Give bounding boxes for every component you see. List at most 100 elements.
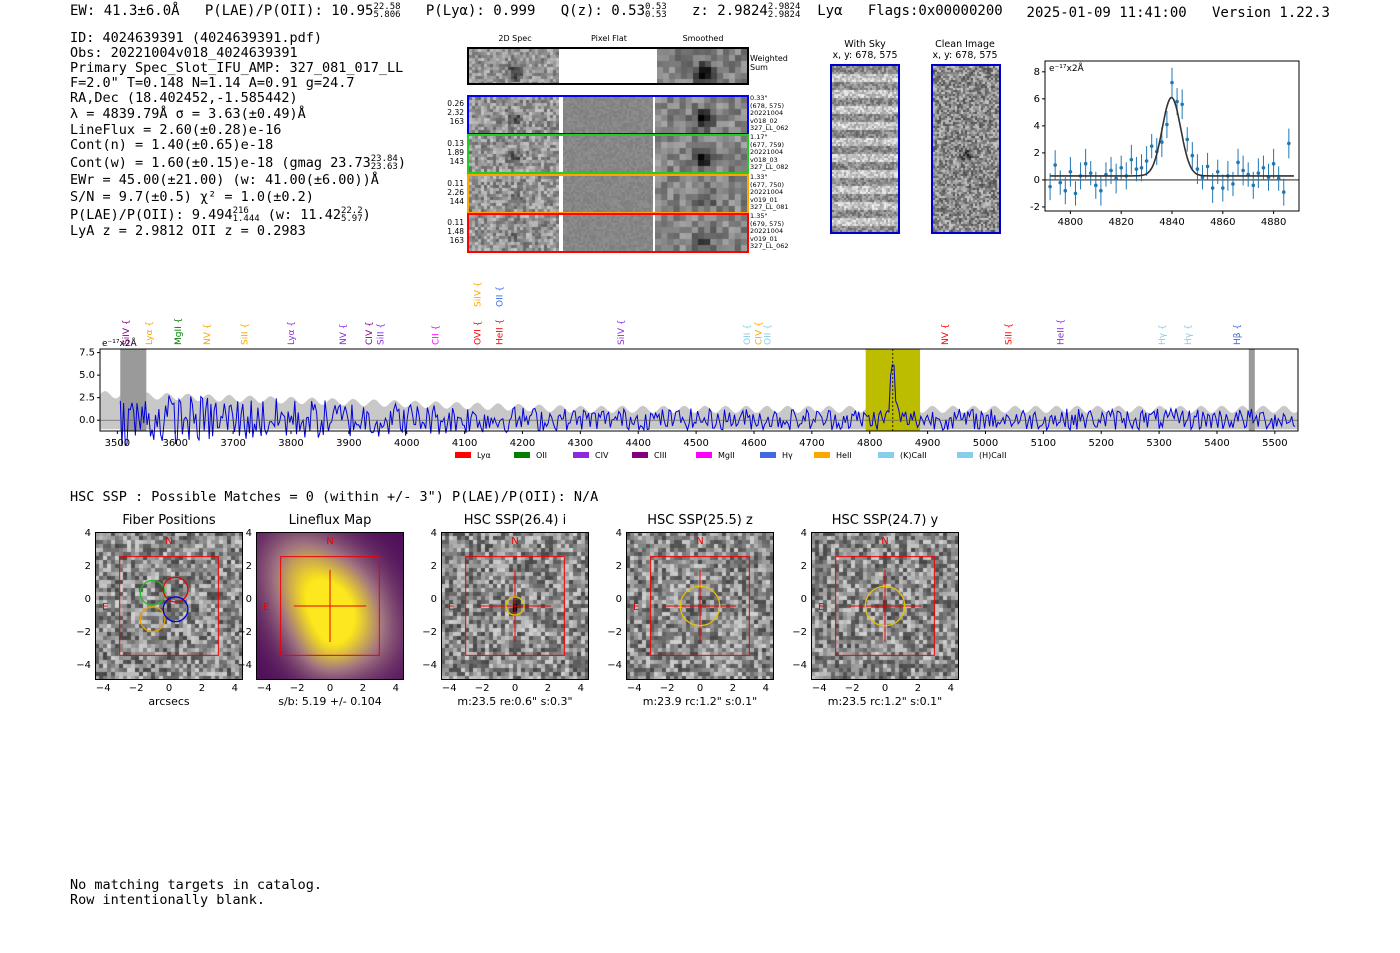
spectrum-xtick-label: 4300 [568,438,593,449]
compass-n: N [696,536,703,547]
hsc-panel-title: HSC SSP(25.5) z [647,513,753,528]
hsc-ytick-label: −2 [792,626,807,638]
zoom-point [1287,141,1291,146]
spectrum-line-label-text: Hγ { [1184,324,1194,345]
hsc-xtick-label: 4 [577,683,584,694]
zoom-point [1114,176,1118,181]
z-value: z: 2.9824 [692,3,768,19]
legend-label: MgII [718,451,735,460]
info-primary-slot: Primary Spec_Slot_IFU_AMP: 327_081_017_L… [70,60,404,76]
zoom-point [1271,161,1276,166]
spectrum-line-label: Hγ { [1184,324,1194,345]
spectrum-line-label-text: SiIV { [122,319,132,345]
row2-2dspec [469,136,559,172]
spectrum-xtick-label: 5400 [1204,438,1229,449]
hsc-aperture-box [835,556,935,656]
hsc-xtick-label: 0 [326,683,334,694]
hsc-aperture-box [650,556,750,656]
spectrum-line-label: OII { [763,324,773,345]
qz-lo: 0.53 [645,10,667,20]
zoom-ytick-label: 0 [1034,175,1040,186]
hsc-xtick-label: 2 [914,683,922,694]
spectrum-line-label: OVI { [473,321,483,345]
hsc-ytick-label: −2 [76,626,91,638]
spectrum-error-envelope [100,391,1298,430]
spectrum-line-label-text: OII { [763,324,773,345]
hsc-ytick-label: 4 [615,528,622,539]
hsc-ytick-label: 4 [430,528,437,539]
info-redshifts: LyA z = 2.9812 OII z = 0.2983 [70,223,306,239]
info-cont-n: Cont(n) = 1.40(±0.65)e-18 [70,137,274,153]
spectrum-line-label-text: HeII { [495,319,505,345]
spectrum-line-label-text: SiIV { [617,319,627,345]
spectrum-line-label: NV { [203,324,213,345]
spectrum-line-label: Lyα { [287,321,297,345]
spectrum-line-label-text: HeII { [1057,319,1067,345]
zoom-point [1170,80,1174,85]
hsc-aperture-box [119,556,219,656]
row3-left-label: 0.11 2.26 144 [447,179,464,206]
spectrum-line-label-text: MgII { [174,318,184,345]
spectrum-ytick-label: 5.0 [79,370,95,381]
info-cont-w: Cont(w) = 1.60(±0.15)e-18 (gmag 23.7323.… [70,154,406,172]
spectrum-xtick-label: 4600 [741,438,766,449]
hsc-ytick-label: 0 [84,593,91,605]
plae2-whi: 22.2 [340,206,363,216]
timestamp-version: 2025-01-09 11:41:00 Version 1.22.3 [1027,5,1330,21]
zoom-ytick-label: 4 [1034,121,1040,132]
spectrum-line-label: HeII { [1057,319,1067,345]
plae2-close: ) [362,207,371,223]
hsc-panel-frame [811,532,959,680]
row2-smoothed [655,136,747,172]
gmag-hi: 23.84 [370,154,398,164]
plae2-text: P(LAE)/P(OII): 9.494 [70,207,233,223]
legend-label: CIV [595,451,609,460]
hsc-panel-title: Fiber Positions [122,513,216,528]
spectrum-line-label: SiII { [377,323,387,345]
with-sky-title: With Sky [844,39,886,50]
legend-label: Lyα [477,451,491,460]
spectrum-line-label: NV { [339,324,349,345]
zoom-xtick-label: 4800 [1058,217,1083,228]
zoom-point [1119,165,1123,170]
clean-image-title: Clean Image [935,39,995,50]
zoom-ytick-label: 8 [1034,67,1040,78]
spectrum-line-label: Hβ { [1233,324,1243,345]
spectrum-ytick-label: 0.0 [79,415,95,426]
zoom-point [1129,157,1134,162]
hsc-match-circle [505,596,525,616]
row4-frame [467,213,749,253]
zoom-point [1053,163,1057,167]
compass-n: N [165,536,172,547]
hsc-ytick-label: 2 [84,560,91,572]
spectrum-line-label: SiIV { [617,319,627,345]
plae2-lo: 1.444 [232,214,260,224]
line-id: Lyα [817,3,843,19]
spectrum-xtick-label: 4700 [799,438,824,449]
zoom-point [1160,140,1164,144]
hsc-xtick-label: −2 [844,683,860,694]
info-obs: Obs: 20221004v018_4024639391 [70,45,298,61]
spectrum-xtick-label: 3500 [105,438,130,449]
weighted-pixelflat [559,49,657,83]
spectrum-xtick-label: 4200 [510,438,535,449]
zoom-point [1180,102,1184,107]
zoom-point [1210,186,1215,190]
zoom-ytick-label: -2 [1030,202,1040,213]
hsc-ytick-label: −4 [76,659,91,671]
spectrum-line-label-text: Hγ { [1158,324,1168,345]
hsc-panel-overlay: NE [95,532,243,680]
z-hi: 2.9824 [767,2,801,12]
weighted-word: Weighted [750,54,788,63]
hsc-ytick-label: 4 [245,528,252,539]
legend-swatch [878,452,894,458]
spectrum-xtick-label: 3900 [336,438,361,449]
hsc-ytick-label: 2 [430,560,437,572]
row1-2dspec [469,97,559,133]
spectrum-line-label-text: CIV { [365,321,375,345]
spectrum-line-label: CIV { [365,321,375,345]
hsc-panel-frame [441,532,589,680]
legend-swatch [514,452,530,458]
zoom-point [1073,191,1078,196]
zoom-point [1276,176,1281,181]
